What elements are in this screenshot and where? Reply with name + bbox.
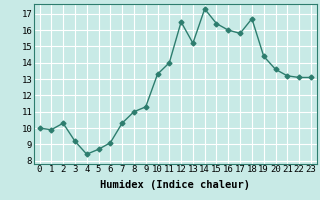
X-axis label: Humidex (Indice chaleur): Humidex (Indice chaleur) [100, 180, 250, 190]
